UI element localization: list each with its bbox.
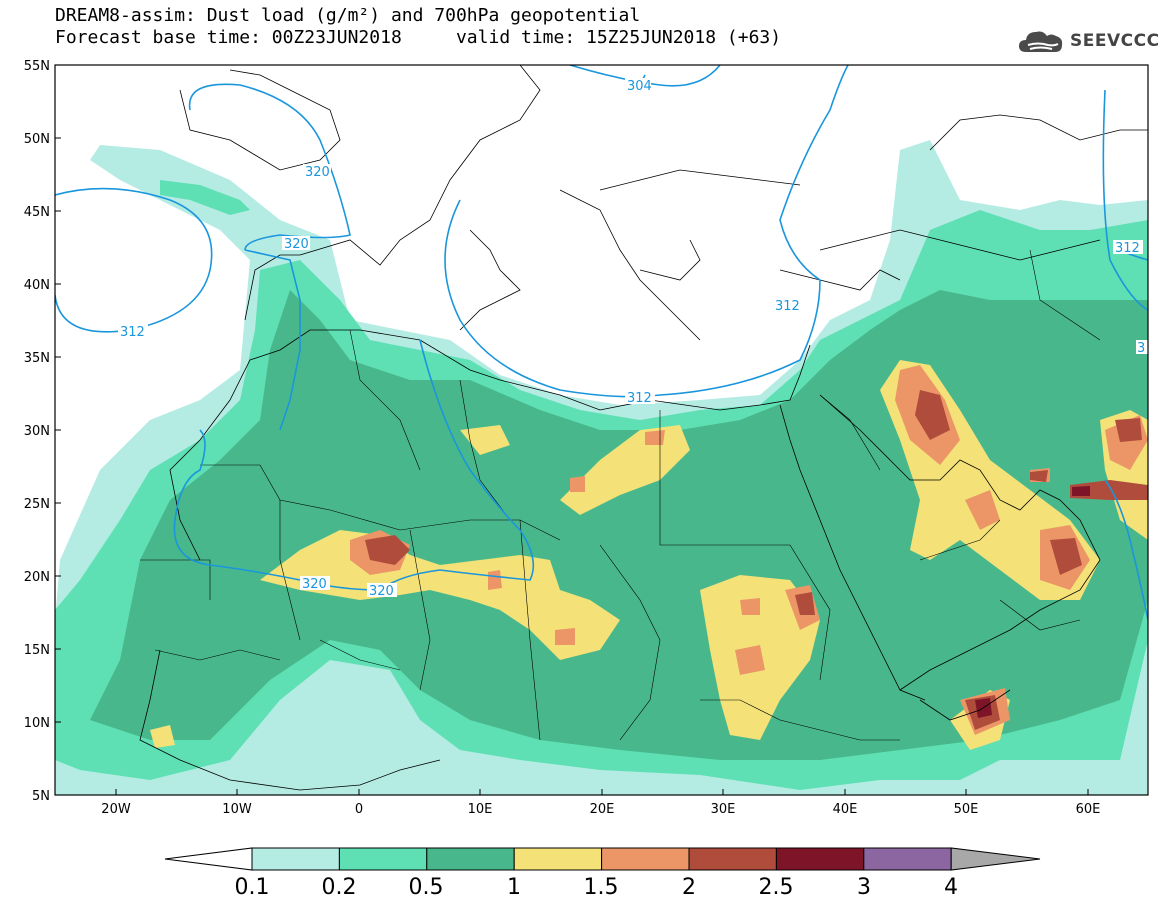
lat-label-20n: 20N bbox=[24, 570, 50, 585]
coastlines-borders bbox=[139, 65, 1148, 791]
colorbar-label-0.5: 0.5 bbox=[409, 875, 444, 900]
lat-label-25n: 25N bbox=[24, 497, 50, 512]
lon-label-20e: 20E bbox=[590, 802, 615, 817]
contour-label-320-a: 320 bbox=[305, 165, 330, 180]
colorbar-label-1.5: 1.5 bbox=[584, 875, 619, 900]
lat-label-45n: 45N bbox=[24, 205, 50, 220]
colorbar-label-4: 4 bbox=[944, 875, 958, 900]
colorbar-bin-1 bbox=[251, 847, 340, 871]
contour-label-320-c: 320 bbox=[302, 577, 327, 592]
colorbar bbox=[164, 847, 1041, 871]
dust-layer-0.5 bbox=[90, 290, 1148, 760]
contour-label-312-c: 312 bbox=[627, 391, 652, 406]
lon-labels: 20W 10W 0 10E 20E 30E 40E 50E 60E bbox=[101, 802, 1100, 817]
lat-label-35n: 35N bbox=[24, 351, 50, 366]
contour-label-312-b: 312 bbox=[775, 299, 800, 314]
seevccc-logo: SEEVCCC bbox=[1018, 26, 1160, 56]
lat-label-40n: 40N bbox=[24, 278, 50, 293]
contour-label-304: 304 bbox=[627, 79, 652, 94]
lon-label-50e: 50E bbox=[954, 802, 979, 817]
title-line-2: Forecast base time: 00Z23JUN2018 valid t… bbox=[55, 27, 782, 48]
lon-label-10e: 10E bbox=[468, 802, 493, 817]
colorbar-label-0.2: 0.2 bbox=[322, 875, 357, 900]
lon-label-30e: 30E bbox=[711, 802, 736, 817]
contour-label-320-b: 320 bbox=[284, 237, 309, 252]
lat-label-30n: 30N bbox=[24, 424, 50, 439]
lat-label-55n: 55N bbox=[24, 59, 50, 74]
colorbar-bin-4 bbox=[513, 847, 603, 871]
lon-ticks bbox=[115, 789, 1089, 795]
colorbar-bin-6 bbox=[688, 847, 777, 871]
colorbar-label-1: 1 bbox=[507, 875, 521, 900]
colorbar-labels: 0.1 0.2 0.5 1 1.5 2 2.5 3 4 bbox=[235, 875, 959, 900]
colorbar-under-arrow bbox=[164, 847, 253, 871]
colorbar-bin-8 bbox=[863, 847, 952, 871]
colorbar-bin-3 bbox=[426, 847, 515, 871]
lat-label-5n: 5N bbox=[32, 789, 50, 804]
lat-label-10n: 10N bbox=[24, 716, 50, 731]
contour-label-312-d: 312 bbox=[1115, 241, 1140, 256]
lon-label-10w: 10W bbox=[222, 802, 252, 817]
lon-label-20w: 20W bbox=[101, 802, 131, 817]
lat-ticks bbox=[55, 64, 61, 796]
map-area: 304 320 320 312 312 312 312 320 320 3 bbox=[55, 65, 1148, 795]
contour-label-312-a: 312 bbox=[120, 325, 145, 340]
logo-text: SEEVCCC bbox=[1070, 31, 1160, 51]
colorbar-label-2.5: 2.5 bbox=[759, 875, 794, 900]
colorbar-bin-7 bbox=[775, 847, 865, 871]
lat-label-50n: 50N bbox=[24, 132, 50, 147]
colorbar-bin-2 bbox=[338, 847, 428, 871]
contour-label-partial: 3 bbox=[1137, 341, 1145, 356]
colorbar-over-arrow bbox=[950, 847, 1041, 871]
contour-label-320-d: 320 bbox=[369, 584, 394, 599]
geopotential-contour-labels: 304 320 320 312 312 312 312 320 320 3 bbox=[118, 78, 1148, 599]
lat-label-15n: 15N bbox=[24, 643, 50, 658]
lon-label-0: 0 bbox=[355, 802, 363, 817]
cloud-icon bbox=[1019, 31, 1063, 52]
geopotential-contours bbox=[55, 65, 1148, 621]
colorbar-bin-5 bbox=[601, 847, 690, 871]
lat-labels: 55N 50N 45N 40N 35N 30N 25N 20N 15N 10N … bbox=[24, 59, 50, 804]
colorbar-label-2: 2 bbox=[682, 875, 696, 900]
title-line-1: DREAM8-assim: Dust load (g/m²) and 700hP… bbox=[55, 5, 641, 26]
colorbar-label-0.1: 0.1 bbox=[235, 875, 270, 900]
lon-label-40e: 40E bbox=[833, 802, 858, 817]
political-borders bbox=[140, 249, 1101, 741]
lon-label-60e: 60E bbox=[1076, 802, 1101, 817]
colorbar-label-3: 3 bbox=[857, 875, 871, 900]
